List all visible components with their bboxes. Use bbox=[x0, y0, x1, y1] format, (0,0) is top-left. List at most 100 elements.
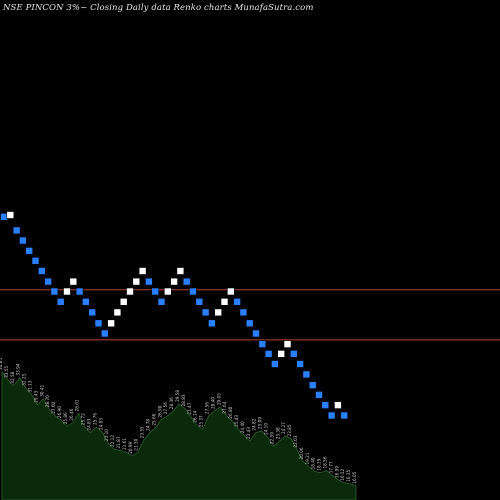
volume-value-label: 28.01 bbox=[75, 399, 80, 411]
renko-brick-down bbox=[82, 297, 90, 306]
renko-brick-down bbox=[289, 350, 298, 358]
volume-value-label: 25.72 bbox=[81, 413, 86, 425]
renko-brick-down bbox=[321, 401, 330, 409]
renko-brick-down bbox=[271, 360, 279, 368]
renko-brick-down bbox=[239, 308, 248, 317]
renko-brick-up bbox=[138, 267, 147, 275]
volume-value-label: 23.55 bbox=[140, 426, 145, 438]
renko-brick-down bbox=[25, 247, 34, 255]
renko-brick-down bbox=[208, 319, 216, 328]
volume-area-layer bbox=[1, 370, 357, 500]
volume-value-label: 26.98 bbox=[157, 405, 162, 417]
volume-value-label: 22.03 bbox=[293, 435, 298, 447]
volume-value-label: 18.19 bbox=[317, 458, 322, 470]
renko-brick-down bbox=[50, 287, 59, 296]
renko-brick-up bbox=[107, 319, 115, 328]
volume-value-label: 29.05 bbox=[216, 393, 221, 405]
volume-value-label: 17.77 bbox=[328, 461, 333, 473]
renko-brick-up bbox=[176, 267, 185, 275]
volume-value-label: 26.90 bbox=[57, 406, 62, 418]
renko-bricks-layer bbox=[0, 211, 349, 420]
volume-value-label: 30.41 bbox=[39, 384, 44, 396]
renko-brick-down bbox=[44, 277, 52, 286]
renko-brick-up bbox=[214, 308, 222, 317]
volume-value-label: 24.93 bbox=[98, 418, 103, 430]
volume-value-label: 33.55 bbox=[4, 366, 9, 378]
volume-value-label: 31.13 bbox=[28, 380, 33, 392]
renko-brick-down bbox=[56, 297, 65, 306]
volume-value-label: 21.61 bbox=[122, 438, 127, 450]
reference-lines-layer bbox=[0, 289, 500, 341]
volume-value-label: 24.82 bbox=[252, 418, 257, 430]
volume-value-label: 27.47 bbox=[187, 402, 192, 414]
volume-value-label: 28.83 bbox=[181, 394, 186, 406]
volume-value-label: 28.40 bbox=[210, 397, 215, 409]
renko-brick-down bbox=[0, 213, 8, 221]
volume-value-label: 23.43 bbox=[246, 427, 251, 439]
volume-value-label: 16.99 bbox=[334, 466, 339, 478]
renko-brick-up bbox=[164, 287, 172, 296]
renko-brick-down bbox=[252, 329, 260, 338]
renko-brick-up bbox=[170, 277, 178, 286]
renko-brick-up bbox=[113, 308, 122, 317]
renko-brick-down bbox=[264, 350, 273, 358]
volume-value-label: 24.27 bbox=[281, 422, 286, 434]
renko-brick-down bbox=[302, 370, 311, 379]
volume-value-label: 26.14 bbox=[193, 410, 198, 422]
renko-brick-down bbox=[151, 287, 159, 296]
renko-brick-down bbox=[101, 329, 109, 338]
volume-value-label: 16.05 bbox=[352, 471, 357, 483]
renko-brick-up bbox=[220, 297, 229, 306]
volume-value-label: 27.60 bbox=[51, 401, 56, 413]
renko-brick-down bbox=[19, 236, 27, 245]
renko-brick-down bbox=[37, 267, 46, 275]
renko-brick-up bbox=[277, 350, 286, 358]
volume-value-label: 26.46 bbox=[69, 408, 74, 420]
renko-brick-down bbox=[233, 297, 241, 306]
volume-value-label: 22.59 bbox=[269, 432, 274, 444]
renko-brick-up bbox=[283, 340, 292, 348]
volume-value-label: 22.12 bbox=[110, 435, 115, 447]
volume-value-label: 24.78 bbox=[146, 419, 151, 431]
renko-brick-down bbox=[201, 308, 210, 317]
volume-value-label: 18.56 bbox=[323, 456, 328, 468]
renko-brick-up bbox=[6, 211, 15, 219]
volume-value-label: 27.56 bbox=[163, 402, 168, 414]
volume-value-label: 28.70 bbox=[45, 395, 50, 407]
renko-brick-down bbox=[189, 287, 197, 296]
volume-value-label: 25.37 bbox=[199, 415, 204, 427]
volume-value-label: 20.06 bbox=[299, 447, 304, 459]
renko-brick-down bbox=[12, 226, 21, 235]
volume-value-label: 20.99 bbox=[128, 441, 133, 453]
renko-brick-up bbox=[132, 277, 141, 286]
volume-value-label: 25.66 bbox=[151, 413, 156, 425]
volume-value-label: 21.87 bbox=[116, 436, 121, 448]
volume-value-label: 23.85 bbox=[287, 424, 292, 436]
renko-brick-up bbox=[334, 401, 342, 409]
volume-value-label: 29.58 bbox=[175, 390, 180, 402]
volume-value-label: 24.10 bbox=[264, 423, 269, 435]
volume-value-label: 28.36 bbox=[169, 397, 174, 409]
renko-brick-down bbox=[315, 391, 323, 399]
renko-brick-down bbox=[157, 297, 166, 306]
renko-brick-down bbox=[258, 340, 267, 348]
renko-brick-up bbox=[119, 297, 128, 306]
volume-value-label: 33.94 bbox=[16, 363, 21, 375]
chart-title: NSE PINCON 3%~ Closing Daily data Renko … bbox=[3, 3, 314, 13]
volume-value-label: 32.25 bbox=[22, 373, 27, 385]
volume-value-label: 23.10 bbox=[104, 429, 109, 441]
volume-value-label: 29.43 bbox=[33, 390, 38, 402]
renko-brick-down bbox=[245, 319, 254, 328]
volume-value-label: 25.86 bbox=[63, 412, 68, 424]
renko-brick-down bbox=[182, 277, 191, 286]
volume-value-label: 25.43 bbox=[234, 415, 239, 427]
renko-brick-down bbox=[94, 319, 103, 328]
renko-brick-up bbox=[126, 287, 134, 296]
renko-brick-down bbox=[327, 411, 336, 420]
volume-area bbox=[1, 370, 357, 500]
volume-value-label: 24.83 bbox=[87, 418, 92, 430]
renko-brick-down bbox=[31, 256, 40, 265]
